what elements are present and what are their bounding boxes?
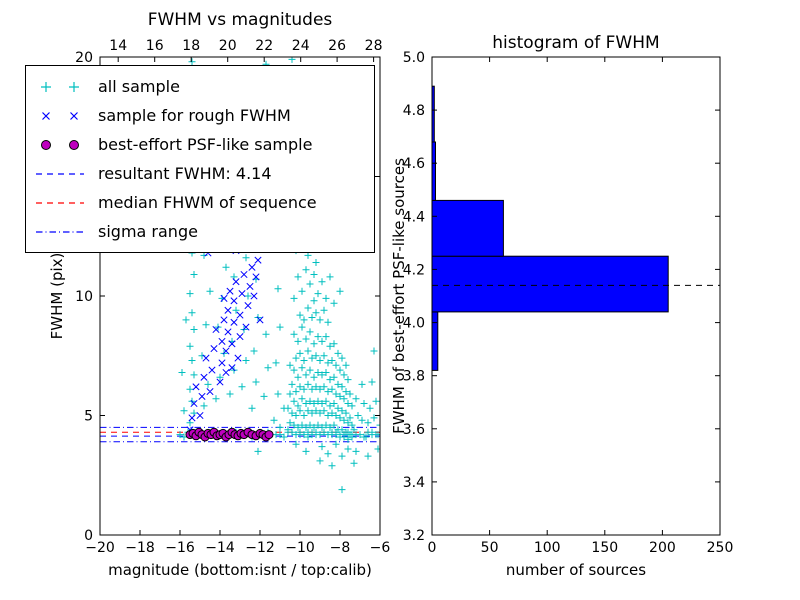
psf-sample-point [264,430,274,440]
tick-label: 4.2 [403,262,425,278]
x-marker-icon [42,111,78,120]
legend-item-all-sample: all sample [32,72,370,101]
tick-label: 5 [84,409,93,425]
legend-label-resultant-fwhm: resultant FWHM: 4.14 [98,163,272,183]
left-plot-title: FWHM vs magnitudes [147,10,333,30]
tick-label: 16 [146,38,164,54]
tick-label: 20 [219,38,237,54]
tick-label: 4.4 [403,209,425,225]
tick-label: 0 [428,540,437,556]
tick-label: −8 [330,540,351,556]
tick-label: −6 [370,540,391,556]
hist-bar [431,255,669,313]
tick-label: −14 [205,540,235,556]
tick-label: 28 [365,38,383,54]
hist-bar [431,199,504,257]
tick-label: 14 [109,38,127,54]
tick-label: 26 [328,38,346,54]
legend-box: all sample sample for rough FWHM best-ef… [25,65,375,253]
tick-label: 24 [292,38,310,54]
tick-label: 3.4 [403,475,425,491]
tick-label: 4.0 [403,316,425,332]
left-plot-ylabel: FWHM (pix) [48,252,66,340]
hist-bar [431,311,439,371]
tick-label: 10 [75,289,93,305]
tick-label: 18 [182,38,200,54]
tick-label: 4.8 [403,103,425,119]
dashed-line-icon [36,201,84,204]
tick-label: 20 [75,50,93,66]
tick-label: 22 [255,38,273,54]
legend-label-median-fwhm: median FHWM of sequence [98,192,317,212]
plus-marker-icon [41,81,79,92]
tick-label: 3.8 [403,369,425,385]
tick-label: −10 [285,540,315,556]
tick-label: 100 [534,540,561,556]
legend-label-sigma-range: sigma range [98,221,198,241]
tick-label: 50 [481,540,499,556]
tick-label: 200 [649,540,676,556]
rough-fwhm-points [186,247,264,434]
tick-label: 3.6 [403,422,425,438]
right-plot-ylabel: FWHM of best-effort PSF-like sources [390,158,408,434]
tick-label: 0 [84,528,93,544]
legend-item-resultant-fwhm: resultant FWHM: 4.14 [32,159,370,188]
tick-label: 4.6 [403,156,425,172]
dashdot-line-icon [36,230,84,233]
legend-item-rough-fwhm: sample for rough FWHM [32,101,370,130]
hist-bar [431,141,436,201]
tick-label: −18 [125,540,155,556]
tick-label: −16 [165,540,195,556]
legend-item-median-fwhm: median FHWM of sequence [32,188,370,217]
legend-item-sigma-range: sigma range [32,217,370,246]
legend-label-psf-sample: best-effort PSF-like sample [98,134,313,154]
legend-item-psf-sample: best-effort PSF-like sample [32,130,370,159]
legend-label-rough-fwhm: sample for rough FWHM [98,105,291,125]
tick-label: −12 [245,540,275,556]
tick-label: 250 [707,540,734,556]
right-plot-xlabel: number of sources [505,561,647,579]
right-plot-frame [431,56,721,536]
tick-label: −20 [85,540,115,556]
legend-label-all-sample: all sample [98,76,180,96]
right-plot-title: histogram of FWHM [492,33,660,53]
dashed-line-icon [36,172,84,175]
tick-label: 5.0 [403,50,425,66]
psf-sample-points [185,427,274,442]
circle-marker-icon [41,139,79,150]
left-plot-xlabel: magnitude (bottom:isnt / top:calib) [108,561,372,579]
tick-label: 3.2 [403,528,425,544]
tick-label: 150 [591,540,618,556]
